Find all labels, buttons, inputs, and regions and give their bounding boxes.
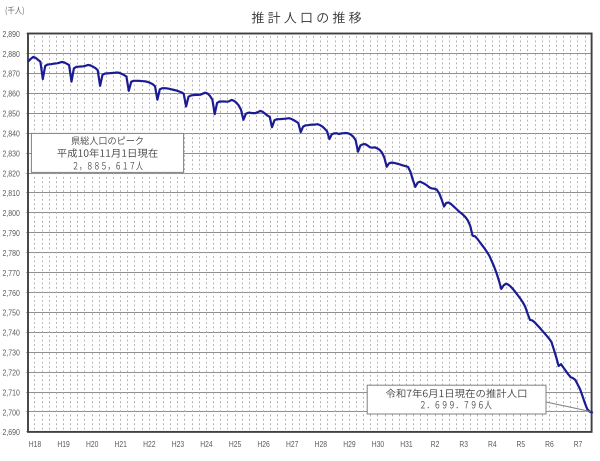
svg-text:2,890: 2,890 <box>3 29 21 39</box>
svg-text:H19: H19 <box>57 439 70 449</box>
svg-text:H20: H20 <box>86 439 99 449</box>
svg-text:R2: R2 <box>431 439 440 449</box>
svg-text:2,690: 2,690 <box>3 427 21 437</box>
svg-text:2,840: 2,840 <box>3 129 21 139</box>
svg-text:H27: H27 <box>286 439 299 449</box>
svg-text:H21: H21 <box>115 439 128 449</box>
svg-text:2,740: 2,740 <box>3 328 21 338</box>
svg-text:H23: H23 <box>172 439 185 449</box>
svg-text:H24: H24 <box>200 439 213 449</box>
svg-text:H31: H31 <box>400 439 413 449</box>
svg-text:H28: H28 <box>315 439 328 449</box>
svg-text:2,720: 2,720 <box>3 368 21 378</box>
svg-text:R4: R4 <box>488 439 497 449</box>
svg-text:2,710: 2,710 <box>3 387 21 397</box>
svg-text:2,830: 2,830 <box>3 148 21 158</box>
svg-text:H30: H30 <box>372 439 385 449</box>
svg-text:R6: R6 <box>545 439 554 449</box>
svg-text:2,790: 2,790 <box>3 228 21 238</box>
svg-text:H26: H26 <box>257 439 270 449</box>
svg-text:2,770: 2,770 <box>3 268 21 278</box>
svg-text:2,880: 2,880 <box>3 49 21 59</box>
svg-text:R3: R3 <box>459 439 468 449</box>
svg-text:2,760: 2,760 <box>3 288 21 298</box>
svg-text:R5: R5 <box>517 439 526 449</box>
svg-text:2,870: 2,870 <box>3 69 21 79</box>
svg-text:R7: R7 <box>574 439 583 449</box>
svg-text:2,850: 2,850 <box>3 109 21 119</box>
svg-text:2,750: 2,750 <box>3 308 21 318</box>
svg-text:2,700: 2,700 <box>3 407 21 417</box>
svg-text:H25: H25 <box>229 439 242 449</box>
svg-text:2,820: 2,820 <box>3 168 21 178</box>
svg-text:2,800: 2,800 <box>3 208 21 218</box>
svg-text:H22: H22 <box>143 439 156 449</box>
svg-text:2,860: 2,860 <box>3 89 21 99</box>
svg-text:H29: H29 <box>343 439 356 449</box>
svg-text:2,780: 2,780 <box>3 248 21 258</box>
svg-text:2,810: 2,810 <box>3 188 21 198</box>
svg-text:2,730: 2,730 <box>3 348 21 358</box>
svg-text:H18: H18 <box>29 439 42 449</box>
